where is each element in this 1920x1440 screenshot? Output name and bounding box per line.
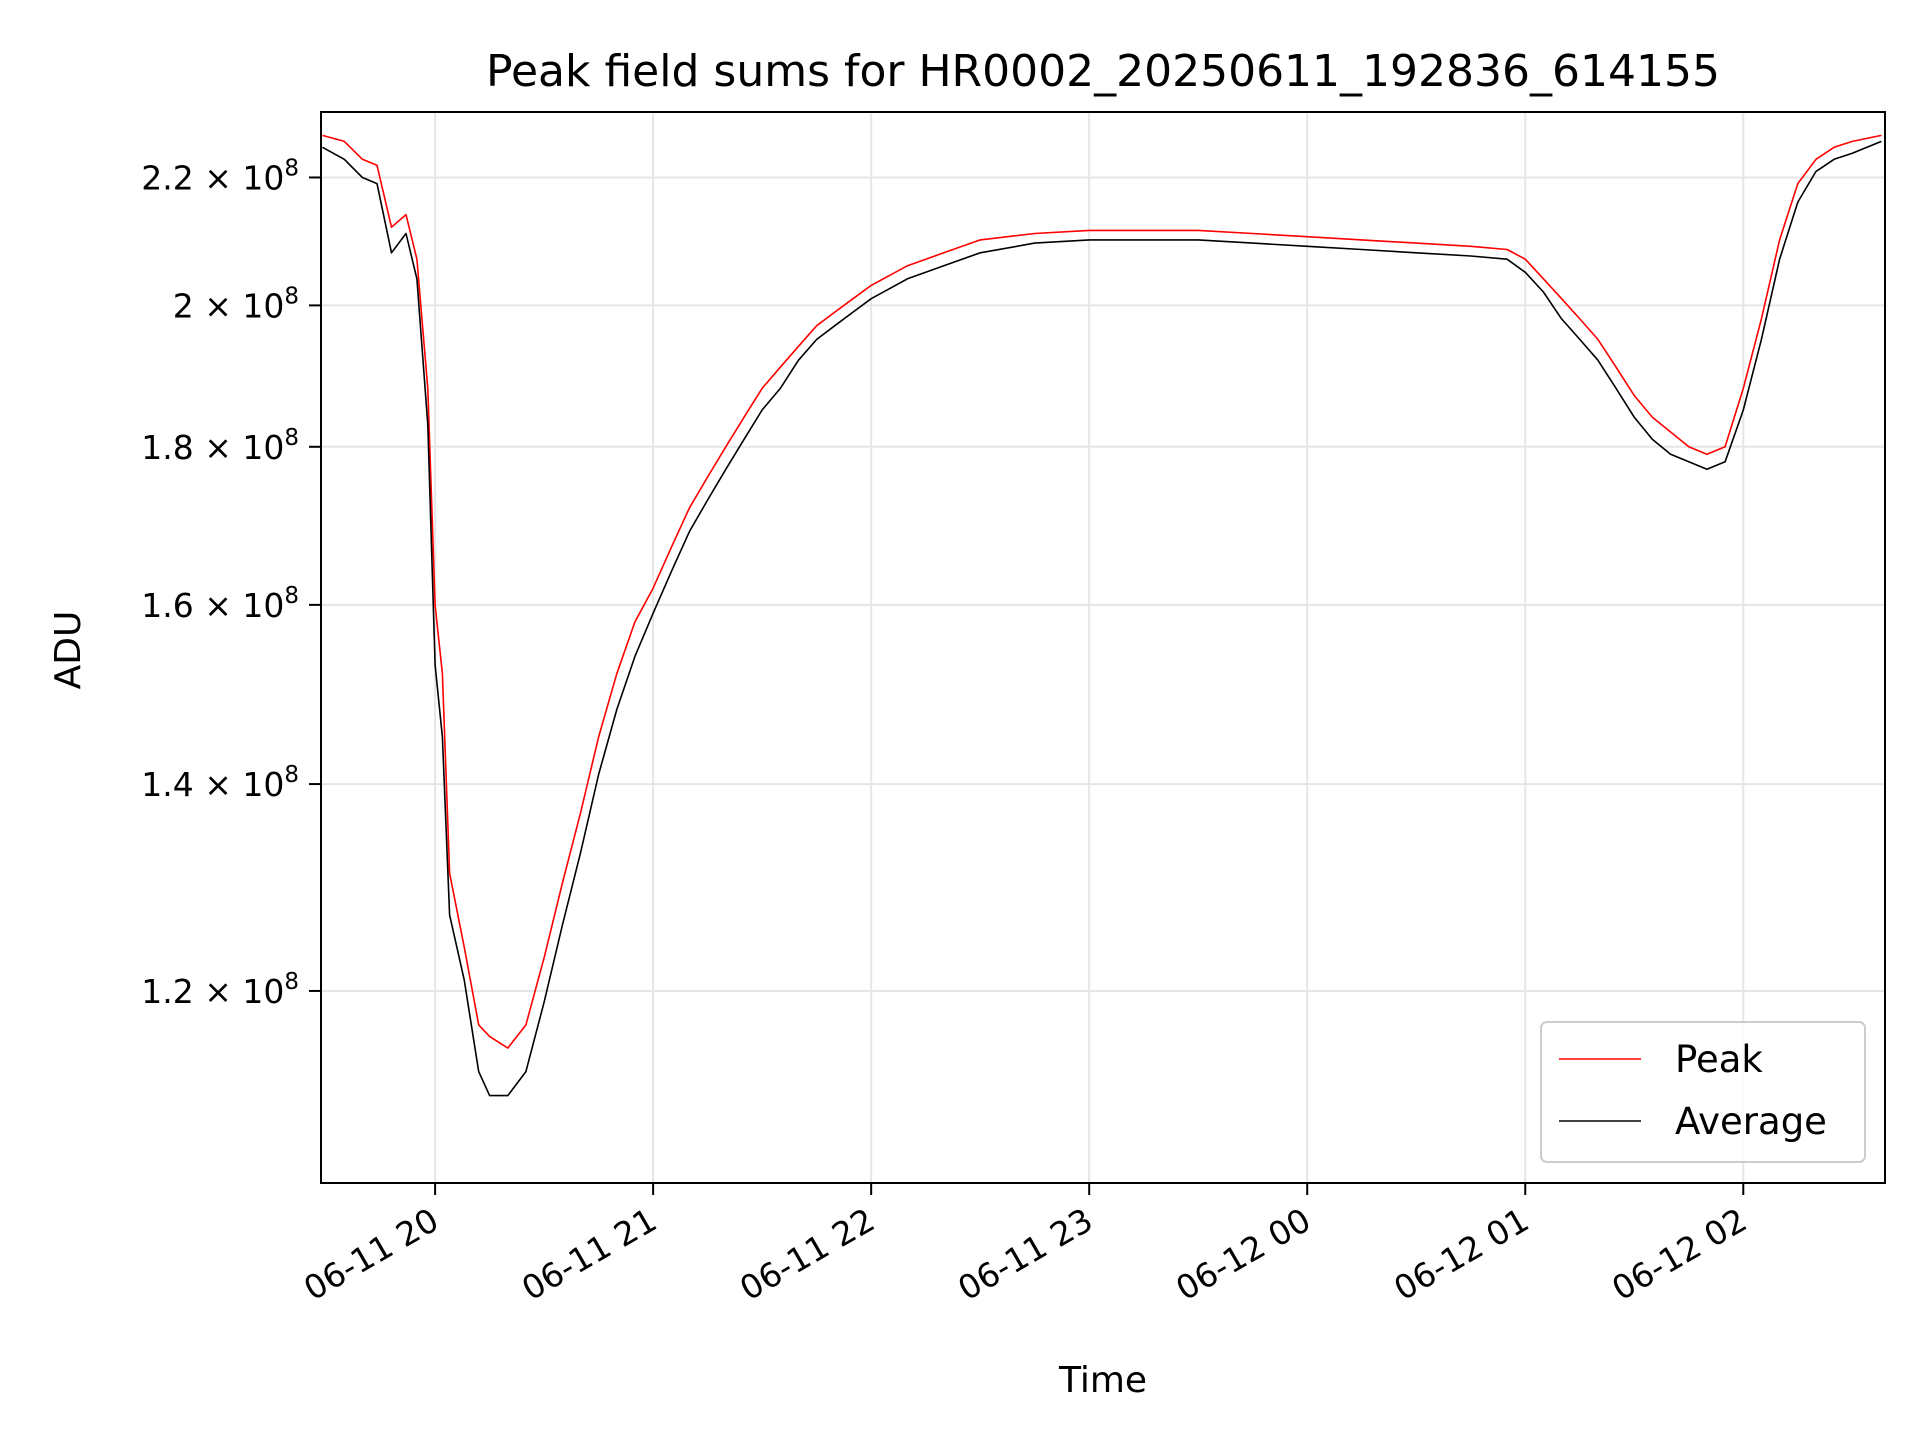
y-tick-mantissa: 1.6 bbox=[141, 586, 193, 625]
y-tick-exponent: 8 bbox=[284, 762, 299, 788]
series-lines bbox=[322, 134, 1882, 1097]
grid-lines bbox=[321, 112, 1885, 1183]
legend: Peak Average bbox=[1540, 1021, 1866, 1163]
y-tick-label: 1.6 × 108 bbox=[141, 583, 299, 625]
legend-peak-label: Peak bbox=[1675, 1038, 1763, 1081]
series-line-average bbox=[322, 140, 1882, 1097]
y-tick-exponent: 8 bbox=[284, 969, 299, 995]
y-tick-label: 2 × 108 bbox=[173, 283, 299, 325]
y-tick-mantissa: 2.2 bbox=[141, 158, 193, 197]
y-axis: 1.2 × 108 1.4 × 108 1.6 × 108 1.8 × 108 2 × … bbox=[141, 155, 321, 1011]
x-axis-label: Time bbox=[1058, 1360, 1147, 1401]
y-tick-exponent: 8 bbox=[284, 583, 299, 609]
plot-frame bbox=[320, 111, 1886, 1184]
y-axis-label: ADU bbox=[48, 611, 89, 690]
y-tick-exponent: 8 bbox=[284, 155, 299, 181]
y-tick-mantissa: 1.8 bbox=[141, 428, 193, 467]
y-tick-label: 1.2 × 108 bbox=[141, 969, 299, 1011]
y-tick-exponent: 8 bbox=[284, 283, 299, 309]
y-tick-mantissa: 2 bbox=[173, 286, 194, 325]
series-line-peak bbox=[322, 134, 1882, 1049]
y-tick-mantissa: 1.4 bbox=[141, 765, 193, 804]
y-tick-exponent: 8 bbox=[284, 425, 299, 451]
y-tick-label: 2.2 × 108 bbox=[141, 155, 299, 197]
y-tick-label: 1.4 × 108 bbox=[141, 762, 299, 804]
plot-area bbox=[322, 134, 1882, 1097]
legend-average-label: Average bbox=[1675, 1100, 1827, 1143]
y-tick-label: 1.8 × 108 bbox=[141, 425, 299, 467]
chart-title: Peak field sums for HR0002_20250611_1928… bbox=[486, 46, 1720, 97]
legend-box bbox=[1540, 1021, 1866, 1163]
y-tick-mantissa: 1.2 bbox=[141, 972, 193, 1011]
